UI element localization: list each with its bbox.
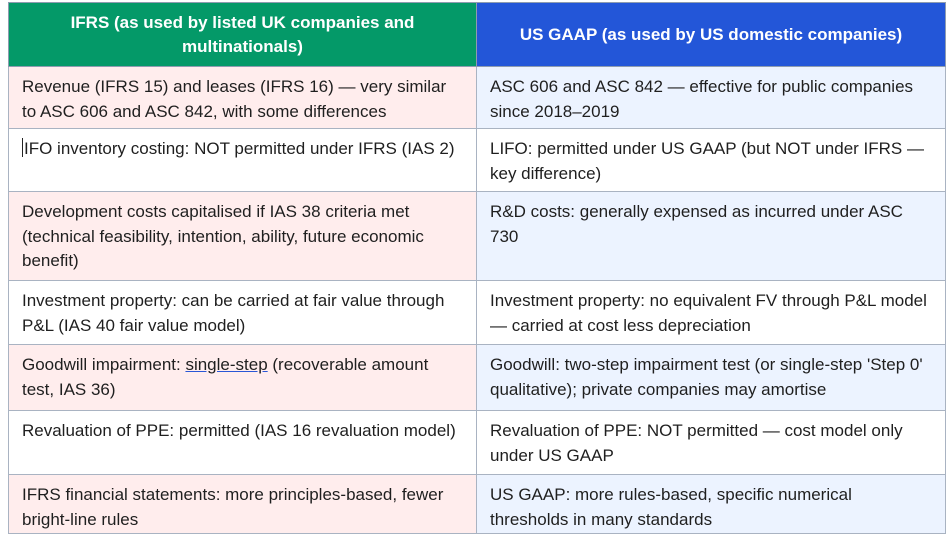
ifrs-cell-text: IFO inventory costing: NOT permitted und…: [24, 139, 455, 158]
single-step-link[interactable]: single-step: [185, 355, 268, 374]
ifrs-cell: Revenue (IFRS 15) and leases (IFRS 16) —…: [8, 66, 477, 129]
ifrs-cell-suffix: (recoverable amount test, IAS 36): [22, 355, 429, 399]
ifrs-cell: IFRS financial statements: more principl…: [8, 474, 477, 534]
table-row: IFO inventory costing: NOT permitted und…: [8, 128, 946, 192]
text-cursor: [22, 138, 23, 157]
ifrs-cell: Revaluation of PPE: permitted (IAS 16 re…: [8, 410, 477, 475]
ifrs-cell[interactable]: IFO inventory costing: NOT permitted und…: [8, 128, 477, 192]
table-row: Development costs capitalised if IAS 38 …: [8, 191, 946, 281]
us-gaap-cell: ASC 606 and ASC 842 — effective for publ…: [476, 66, 946, 129]
us-gaap-cell: Goodwill: two-step impairment test (or s…: [476, 344, 946, 411]
us-gaap-cell: Investment property: no equivalent FV th…: [476, 280, 946, 345]
table-row: Investment property: can be carried at f…: [8, 280, 946, 345]
ifrs-column-header: IFRS (as used by listed UK companies and…: [8, 2, 477, 67]
header-row: IFRS (as used by listed UK companies and…: [8, 2, 946, 67]
ifrs-cell: Development costs capitalised if IAS 38 …: [8, 191, 477, 281]
table-row: Goodwill impairment: single-step (recove…: [8, 344, 946, 411]
us-gaap-cell: US GAAP: more rules-based, specific nume…: [476, 474, 946, 534]
us-gaap-column-header: US GAAP (as used by US domestic companie…: [476, 2, 946, 67]
ifrs-cell-prefix: Goodwill impairment:: [22, 355, 186, 374]
table-row: IFRS financial statements: more principl…: [8, 474, 946, 534]
table-row: Revenue (IFRS 15) and leases (IFRS 16) —…: [8, 66, 946, 129]
comparison-table: IFRS (as used by listed UK companies and…: [8, 2, 946, 534]
ifrs-cell: Goodwill impairment: single-step (recove…: [8, 344, 477, 411]
ifrs-cell: Investment property: can be carried at f…: [8, 280, 477, 345]
us-gaap-cell: Revaluation of PPE: NOT permitted — cost…: [476, 410, 946, 475]
us-gaap-cell: LIFO: permitted under US GAAP (but NOT u…: [476, 128, 946, 192]
us-gaap-cell: R&D costs: generally expensed as incurre…: [476, 191, 946, 281]
table-row: Revaluation of PPE: permitted (IAS 16 re…: [8, 410, 946, 475]
